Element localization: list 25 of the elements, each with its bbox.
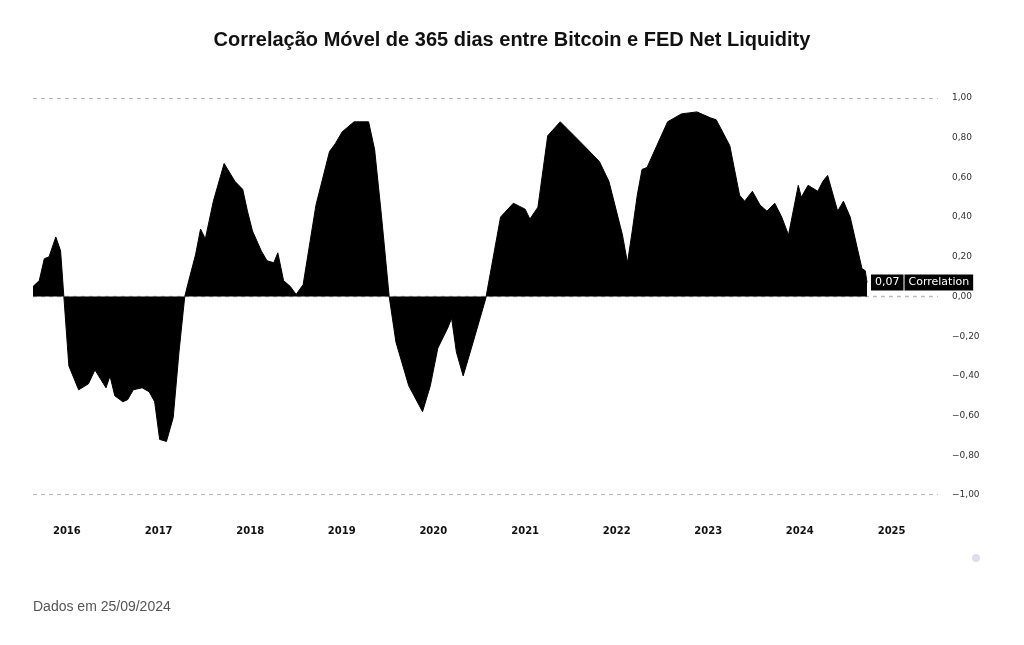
y-tick-label: 0,60	[952, 171, 973, 182]
legend-label: Correlation	[908, 275, 970, 289]
text: Dados em 25/09/2024	[33, 598, 171, 614]
x-tick-label: 2024	[785, 524, 814, 536]
y-tick-label: −0,60	[952, 409, 980, 420]
y-tick-label: 1,00	[952, 92, 973, 103]
x-tick-label: 2019	[327, 524, 356, 536]
y-tick-label: −1,00	[952, 489, 980, 500]
x-tick-label: 2018	[236, 524, 265, 536]
y-tick-label: 0,40	[952, 211, 973, 222]
chart-title: Correlação Móvel de 365 dias entre Bitcoin e FED Net Liquidity	[212, 28, 812, 51]
x-tick-label: 2025	[877, 524, 906, 536]
x-tick-label: 2020	[419, 524, 448, 536]
data-label: 0,07	[875, 275, 900, 289]
x-tick-label: 2022	[602, 524, 631, 536]
x-tick-label: 2023	[694, 524, 723, 536]
y-tick-label: −0,80	[952, 449, 980, 460]
x-tick-label: 2017	[144, 524, 173, 536]
y-tick-label: −0,20	[952, 330, 980, 341]
x-tick-label: 2016	[52, 524, 81, 536]
y-tick-label: 0,80	[952, 132, 973, 143]
x-tick-label: 2021	[511, 524, 540, 536]
y-tick-label: 0,20	[952, 251, 973, 262]
y-tick-label: 0,00	[952, 290, 973, 301]
y-tick-label: −0,40	[952, 370, 980, 381]
